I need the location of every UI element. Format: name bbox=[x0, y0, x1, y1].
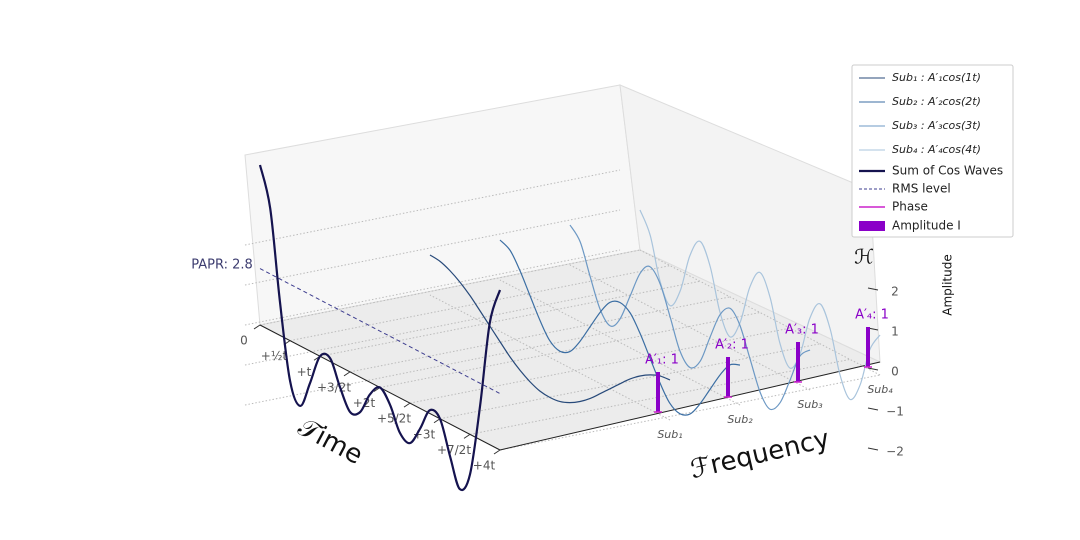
z-tick-label: −2 bbox=[886, 445, 904, 459]
rms-line bbox=[259, 268, 501, 395]
grid-line bbox=[259, 249, 641, 326]
x-tick bbox=[403, 402, 411, 408]
x-tick-label: +t bbox=[297, 365, 312, 379]
wave-line bbox=[258, 164, 502, 492]
grid-line bbox=[319, 280, 701, 357]
x-tick bbox=[463, 433, 471, 439]
wave-line bbox=[499, 239, 741, 416]
wave-line bbox=[569, 224, 811, 411]
legend: Sub₁ : A′₁cos(1t) Sub₂ : A′₂cos(2t) Sub₃ :… bbox=[851, 64, 1014, 238]
legend-label: Sub₁ : A′₁cos(1t) bbox=[892, 71, 981, 84]
frequency-tick-label: Sub₄ bbox=[867, 383, 893, 396]
frequency-axis-title: ℱrequency bbox=[687, 424, 832, 485]
z-tick bbox=[867, 287, 879, 291]
amplitude-label: A′₁: 1 bbox=[645, 353, 679, 368]
wave-line bbox=[639, 209, 881, 401]
z-tick bbox=[867, 447, 879, 451]
legend-swatch bbox=[859, 221, 885, 231]
z-tick-label: 2 bbox=[891, 285, 899, 299]
frequency-axis bbox=[499, 361, 881, 451]
legend-label: Sum of Cos Waves bbox=[892, 164, 1003, 178]
x-tick bbox=[433, 418, 441, 424]
grid-line bbox=[289, 265, 671, 342]
time-axis-title: 𝒯ime bbox=[293, 412, 368, 471]
grid-line bbox=[244, 289, 621, 366]
grid-line bbox=[244, 249, 621, 326]
z-tick-label: −1 bbox=[886, 405, 904, 419]
x-tick-label: +7/2t bbox=[437, 443, 471, 457]
papr-label: PAPR: 2.8 bbox=[191, 258, 253, 273]
z-symbol: ℋ bbox=[854, 245, 874, 269]
grid-line bbox=[499, 374, 881, 451]
z-axis-title: Amplitude bbox=[941, 254, 955, 316]
frequency-tick-label: Sub₃ bbox=[797, 398, 823, 411]
axes-panes bbox=[244, 84, 882, 451]
legend-label: Sub₂ : A′₂cos(2t) bbox=[892, 95, 981, 108]
z-tick bbox=[867, 407, 879, 411]
x-tick-label: +3/2t bbox=[317, 380, 351, 394]
z-tick-label: 1 bbox=[891, 325, 899, 339]
marks: 0+½t+t+3/2t+2t+5/2t+3t+7/2t+4t−2−1012Sub… bbox=[240, 164, 904, 492]
amplitude-label: A′₃: 1 bbox=[785, 323, 819, 338]
x-tick bbox=[493, 449, 501, 455]
x-tick bbox=[253, 324, 261, 330]
grid-line bbox=[349, 296, 731, 373]
amplitude-label: A′₂: 1 bbox=[715, 338, 749, 353]
z-tick bbox=[867, 367, 879, 371]
grid-line bbox=[244, 209, 621, 286]
legend-box bbox=[851, 64, 1014, 238]
grid-line bbox=[439, 343, 821, 420]
grid-line bbox=[409, 327, 791, 404]
x-tick-label: 0 bbox=[240, 334, 248, 348]
legend-label: Phase bbox=[892, 200, 928, 214]
legend-label: Sub₄ : A′₄cos(4t) bbox=[892, 143, 981, 156]
amplitude-label: A′₄: 1 bbox=[855, 308, 889, 323]
frequency-tick-label: Sub₁ bbox=[657, 428, 682, 441]
grid-line bbox=[379, 312, 761, 388]
legend-label: Sub₃ : A′₃cos(3t) bbox=[892, 119, 981, 132]
x-tick-label: +4t bbox=[473, 459, 496, 473]
z-tick-label: 0 bbox=[891, 365, 899, 379]
grid-line bbox=[244, 169, 621, 246]
x-tick-label: +½t bbox=[261, 349, 288, 363]
wave-line bbox=[429, 254, 671, 404]
x-tick bbox=[343, 371, 351, 377]
legend-label: Amplitude I bbox=[892, 219, 961, 233]
frequency-tick-label: Sub₂ bbox=[727, 413, 753, 426]
legend-label: RMS level bbox=[892, 182, 951, 196]
